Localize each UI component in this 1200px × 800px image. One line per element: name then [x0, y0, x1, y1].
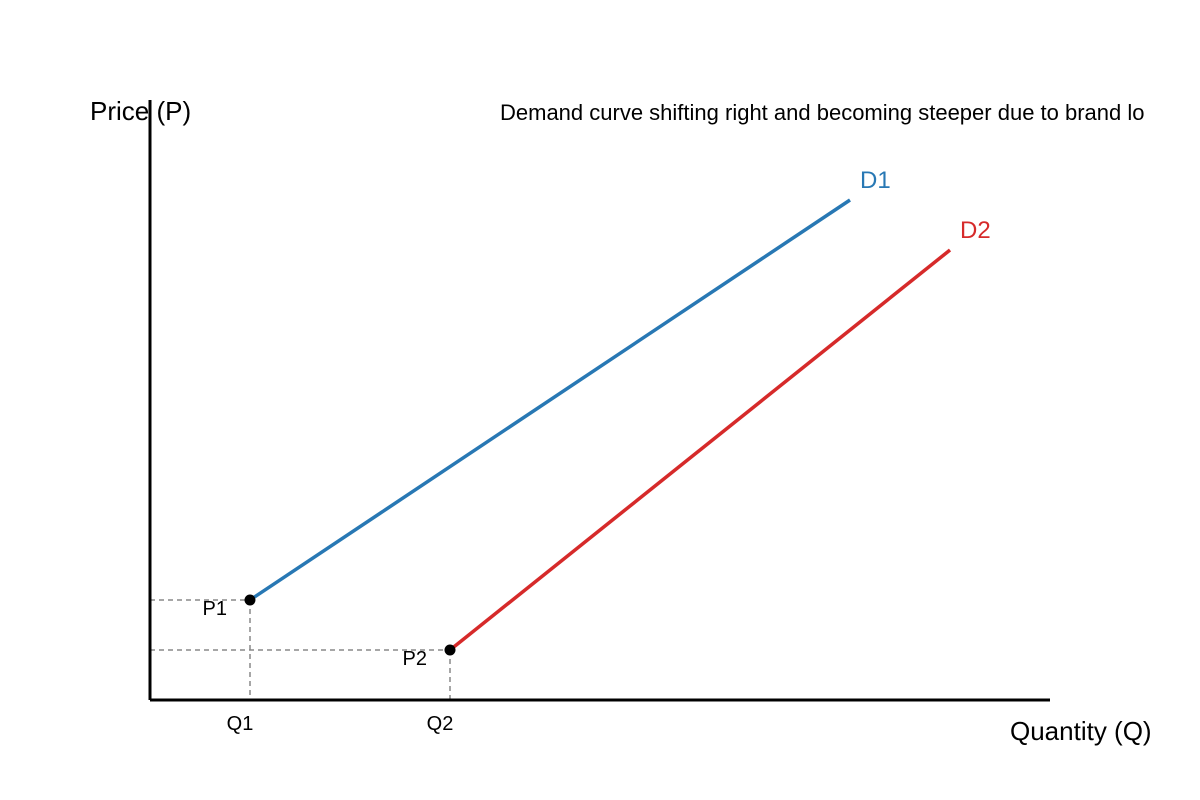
series-label-d1: D1: [860, 167, 891, 194]
chart-subtitle: Demand curve shifting right and becoming…: [500, 100, 1145, 125]
series-line-d1: [249, 198, 851, 602]
guide-lines: [150, 599, 451, 700]
equilibrium-point-1: [244, 594, 256, 606]
series-label-d2: D2: [960, 217, 991, 244]
series-line-d2: [448, 248, 952, 652]
y-tick-label-p1: P1: [203, 598, 227, 620]
x-axis-title: Quantity (Q): [1010, 716, 1152, 746]
equilibrium-point-2: [444, 644, 456, 656]
x-tick-label-q2: Q2: [427, 713, 454, 735]
y-tick-label-p2: P2: [403, 648, 427, 670]
y-axis-title: Price (P): [90, 96, 191, 126]
series-group: D1 D2: [249, 167, 991, 652]
tick-labels: Q1 Q2 P1 P2: [203, 598, 454, 735]
point-markers: [244, 594, 456, 656]
axes: [148, 100, 1050, 702]
x-tick-label-q1: Q1: [227, 713, 254, 735]
